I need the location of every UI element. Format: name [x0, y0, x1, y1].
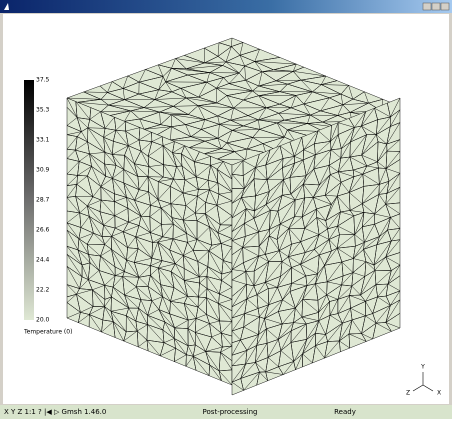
- colorbar-label: 37.5: [36, 77, 50, 84]
- status-mode: Post-processing: [203, 408, 258, 416]
- colorbar-label: 30.9: [36, 167, 50, 174]
- colorbar-title: Temperature (0): [23, 329, 72, 336]
- colorbar: [24, 80, 34, 320]
- colorbar-label: 35.3: [36, 107, 50, 114]
- colorbar-label: 22.2: [36, 287, 50, 294]
- close-button[interactable]: [441, 3, 449, 10]
- status-toolbar[interactable]: X Y Z 1:1 ? |◀ ▷ Gmsh 1.46.0: [4, 408, 106, 416]
- status-state: Ready: [334, 408, 356, 416]
- minimize-button[interactable]: [423, 3, 431, 10]
- colorbar-label: 20.0: [36, 317, 50, 324]
- axis-label-z: Z: [406, 390, 410, 397]
- gmsh-window: 37.5 35.3 33.1 30.9 28.7 26.6 24.4 22.2 20.0 Tem…: [0, 0, 452, 419]
- status-bar: X Y Z 1:1 ? |◀ ▷ Gmsh 1.46.0 Post-proces…: [0, 405, 452, 419]
- colorbar-label: 28.7: [36, 197, 50, 204]
- maximize-button[interactable]: [432, 3, 440, 10]
- axis-label-y: Y: [420, 364, 425, 371]
- title-bar: [0, 0, 452, 13]
- axis-label-x: X: [437, 390, 441, 397]
- colorbar-label: 26.6: [36, 227, 50, 234]
- colorbar-label: 33.1: [36, 137, 50, 144]
- window-buttons[interactable]: [423, 3, 449, 10]
- colorbar-label: 24.4: [36, 257, 50, 264]
